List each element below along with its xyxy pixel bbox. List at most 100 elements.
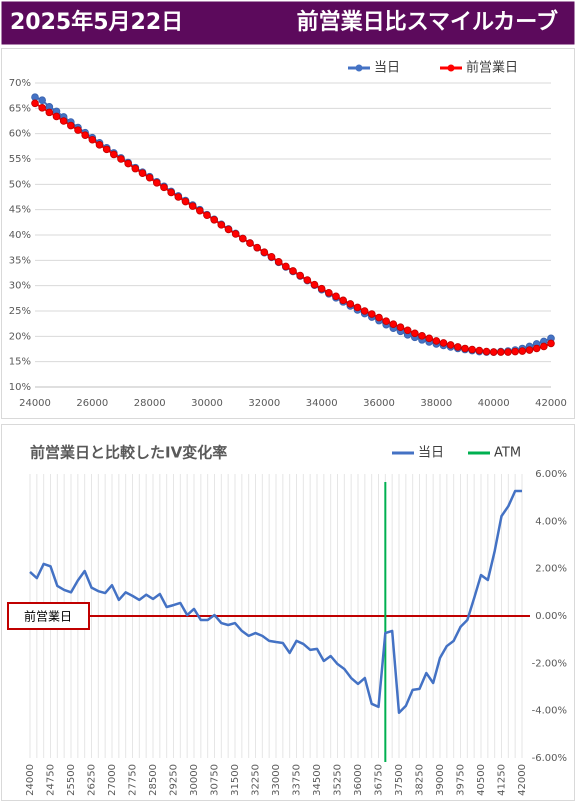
- marker: [525, 346, 534, 354]
- y-tick-label: 4.00%: [535, 516, 567, 527]
- legend-marker: [355, 64, 363, 72]
- x-tick-label: 30000: [189, 764, 200, 796]
- x-tick-label: 39750: [456, 764, 467, 796]
- marker: [38, 104, 46, 112]
- x-tick-label: 28000: [134, 398, 166, 409]
- marker: [203, 211, 211, 220]
- y-tick-label: -4.00%: [532, 706, 567, 717]
- y-tick-label: -6.00%: [532, 753, 567, 764]
- y-tick-label: 0.00%: [535, 611, 567, 622]
- marker: [396, 323, 405, 332]
- marker: [432, 337, 441, 345]
- marker: [289, 267, 297, 275]
- marker: [403, 326, 412, 335]
- marker: [282, 262, 290, 271]
- y-tick-label: 2.00%: [535, 564, 567, 575]
- x-tick-label: 28500: [148, 764, 159, 796]
- x-tick-label: 42000: [535, 398, 567, 409]
- marker: [475, 346, 484, 355]
- marker: [260, 248, 269, 257]
- marker: [368, 310, 376, 318]
- x-tick-label: 35250: [333, 764, 344, 796]
- x-tick-label: 36000: [363, 398, 395, 409]
- series-line: [29, 489, 522, 715]
- marker: [339, 296, 347, 305]
- x-tick-label: 30750: [210, 764, 221, 796]
- x-tick-label: 38000: [420, 398, 452, 409]
- marker: [382, 317, 390, 325]
- legend-label: 当日: [418, 446, 444, 461]
- marker: [239, 234, 247, 243]
- reference-label-box: [7, 602, 90, 630]
- x-tick-label: 41250: [497, 764, 508, 796]
- marker: [418, 332, 426, 340]
- y-tick-label: 70%: [9, 78, 31, 89]
- marker: [461, 344, 469, 353]
- y-tick-label: 25%: [9, 306, 31, 317]
- marker: [518, 347, 527, 355]
- marker: [353, 303, 362, 312]
- legend-label: 当日: [374, 61, 400, 76]
- marker: [153, 179, 161, 187]
- y-tick-label: 40%: [9, 230, 31, 241]
- x-tick-label: 27000: [107, 764, 118, 796]
- marker: [389, 320, 398, 328]
- legend-label: ATM: [494, 446, 521, 461]
- x-tick-label: 32250: [251, 764, 262, 796]
- marker: [360, 307, 369, 315]
- marker: [167, 188, 175, 197]
- marker: [497, 348, 505, 356]
- marker: [224, 225, 233, 234]
- x-tick-label: 32000: [248, 398, 280, 409]
- marker: [196, 206, 204, 215]
- marker: [52, 112, 61, 121]
- marker: [482, 347, 491, 356]
- x-tick-label: 30000: [191, 398, 223, 409]
- marker: [81, 131, 89, 139]
- marker: [532, 344, 541, 353]
- y-tick-label: 65%: [9, 103, 31, 114]
- x-tick-label: 33750: [292, 764, 303, 796]
- marker: [31, 99, 39, 108]
- marker: [411, 329, 419, 338]
- reference-label: 前営業日: [24, 609, 72, 624]
- marker: [210, 216, 218, 224]
- marker: [59, 117, 68, 125]
- x-tick-label: 29250: [169, 764, 180, 796]
- marker: [188, 202, 197, 210]
- y-tick-label: 30%: [9, 281, 31, 292]
- marker: [446, 341, 455, 349]
- marker: [511, 347, 519, 356]
- marker: [181, 197, 190, 206]
- marker: [332, 292, 340, 301]
- marker: [217, 221, 226, 229]
- x-tick-label: 39000: [435, 764, 446, 796]
- marker: [325, 288, 333, 297]
- marker: [547, 339, 555, 348]
- y-tick-label: 15%: [9, 357, 31, 368]
- marker: [174, 193, 183, 201]
- y-tick-label: 55%: [9, 154, 31, 165]
- marker: [439, 339, 448, 347]
- x-tick-label: 24750: [46, 764, 57, 796]
- y-tick-label: 20%: [9, 331, 31, 342]
- x-tick-label: 25500: [66, 764, 77, 796]
- x-tick-label: 27750: [128, 764, 139, 796]
- marker: [124, 159, 132, 168]
- marker: [45, 108, 54, 117]
- chart-panel: [1, 424, 575, 801]
- header-date: 2025年5月22日: [10, 9, 183, 35]
- y-tick-label: -2.00%: [532, 658, 567, 669]
- x-tick-label: 37500: [394, 764, 405, 796]
- marker: [95, 141, 104, 149]
- x-tick-label: 42000: [517, 764, 528, 796]
- y-tick-label: 35%: [9, 255, 31, 266]
- chart-panel: [1, 48, 575, 419]
- x-tick-label: 33000: [271, 764, 282, 796]
- marker: [504, 348, 512, 356]
- marker: [346, 300, 355, 308]
- marker: [296, 271, 304, 280]
- marker: [540, 342, 548, 351]
- marker: [88, 135, 97, 144]
